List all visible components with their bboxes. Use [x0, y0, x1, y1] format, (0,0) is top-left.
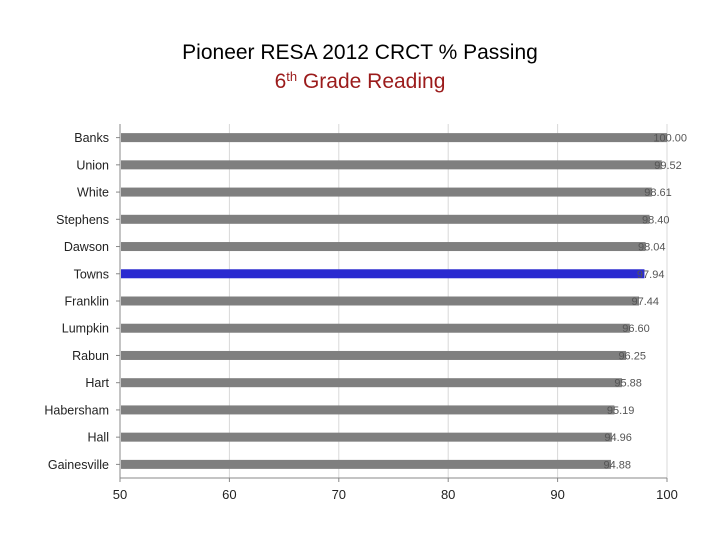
category-label-hart: Hart — [85, 376, 109, 390]
category-label-union: Union — [76, 158, 109, 172]
category-label-rabun: Rabun — [72, 349, 109, 363]
category-label-stephens: Stephens — [56, 213, 109, 227]
bar-hart — [121, 378, 622, 388]
category-label-white: White — [77, 186, 109, 200]
data-label-rabun: 96.25 — [618, 350, 646, 362]
x-tick-label-80: 80 — [441, 487, 455, 502]
x-tick-label-60: 60 — [222, 487, 236, 502]
bar-hall — [121, 432, 612, 442]
category-label-franklin: Franklin — [65, 295, 110, 309]
data-label-habersham: 95.19 — [607, 405, 635, 417]
x-tick-label-90: 90 — [550, 487, 564, 502]
chart-subtitle: 6th Grade Reading — [0, 69, 720, 95]
data-label-banks: 100.00 — [653, 133, 687, 145]
data-label-stephens: 98.40 — [642, 214, 670, 226]
category-label-lumpkin: Lumpkin — [62, 322, 109, 336]
bar-dawson — [121, 242, 646, 252]
category-label-gainesville: Gainesville — [48, 458, 109, 472]
category-label-banks: Banks — [74, 131, 109, 145]
bar-gainesville — [121, 459, 611, 469]
bar-banks — [121, 133, 667, 143]
x-tick-label-100: 100 — [656, 487, 678, 502]
bar-towns — [121, 269, 645, 279]
data-label-gainesville: 94.88 — [603, 459, 631, 471]
data-label-dawson: 98.04 — [638, 242, 666, 254]
data-label-franklin: 97.44 — [631, 296, 659, 308]
data-label-lumpkin: 96.60 — [622, 323, 650, 335]
subtitle-grade-number: 6 — [274, 70, 287, 93]
data-label-towns: 97.94 — [637, 269, 665, 281]
category-label-habersham: Habersham — [44, 403, 109, 417]
subtitle-ordinal-suffix: th — [286, 69, 298, 84]
chart-title: Pioneer RESA 2012 CRCT % Passing — [182, 41, 538, 64]
data-label-hall: 94.96 — [604, 432, 632, 444]
category-label-hall: Hall — [87, 431, 109, 445]
category-label-dawson: Dawson — [64, 240, 109, 254]
bar-rabun — [121, 350, 626, 360]
subtitle-text: Grade Reading — [297, 70, 446, 93]
x-tick-label-70: 70 — [332, 487, 346, 502]
x-tick-label-50: 50 — [113, 487, 127, 502]
data-label-white: 98.61 — [644, 187, 672, 199]
bar-franklin — [121, 296, 639, 306]
bar-union — [121, 160, 662, 170]
data-label-union: 99.52 — [654, 160, 682, 172]
category-label-towns: Towns — [74, 267, 109, 281]
bar-white — [121, 187, 652, 197]
data-label-hart: 95.88 — [614, 378, 642, 390]
bar-lumpkin — [121, 323, 630, 333]
bar-habersham — [121, 405, 615, 415]
bar-stephens — [121, 214, 650, 224]
